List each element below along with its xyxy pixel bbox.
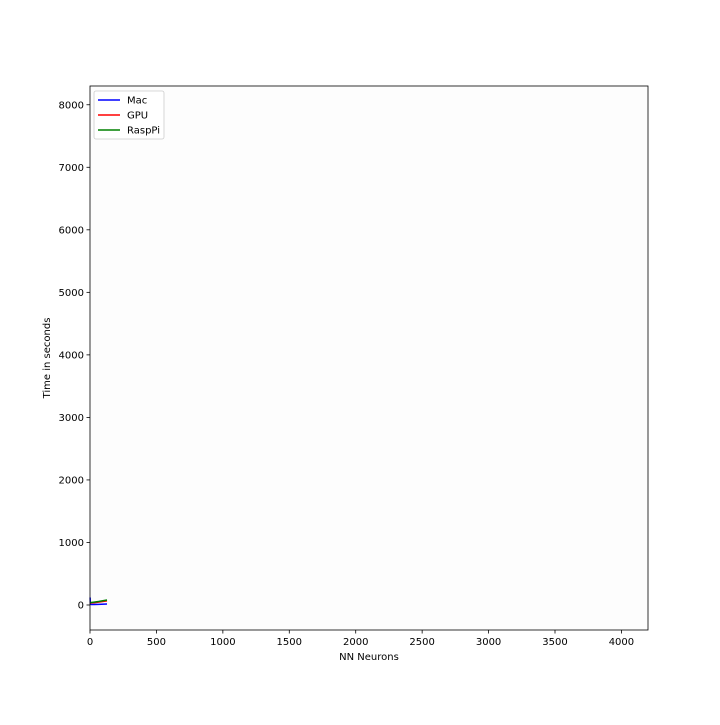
ticks-layer: 0 500 1000 1500 2000 2500 3000 3500 4000 0 1000 200… xyxy=(59,100,635,648)
x-tick-label: 1000 xyxy=(210,637,235,648)
legend-label-raspi: RaspPi xyxy=(127,126,160,137)
y-tick-label: 5000 xyxy=(59,288,84,299)
y-tick-label: 4000 xyxy=(59,350,84,361)
y-tick-label: 1000 xyxy=(59,538,84,549)
x-tick-label: 3500 xyxy=(542,637,567,648)
x-axis-label: NN Neurons xyxy=(339,652,399,663)
y-axis-label: Time in seconds xyxy=(42,318,53,400)
x-tick-label: 500 xyxy=(147,637,166,648)
y-tick-label: 3000 xyxy=(59,413,84,424)
x-tick-label: 0 xyxy=(87,637,93,648)
legend-label-mac: Mac xyxy=(127,96,147,107)
y-tick-label: 8000 xyxy=(59,100,84,111)
legend: Mac GPU RaspPi xyxy=(93,90,165,140)
y-tick-label: 2000 xyxy=(59,475,84,486)
x-tick-label: 4000 xyxy=(609,637,634,648)
y-tick-label: 7000 xyxy=(59,163,84,174)
y-tick-label: 0 xyxy=(78,600,84,611)
plot-frame xyxy=(89,85,649,631)
legend-label-gpu: GPU xyxy=(127,111,148,122)
plot-area xyxy=(90,86,648,630)
x-tick-label: 1500 xyxy=(277,637,302,648)
x-tick-label: 3000 xyxy=(476,637,501,648)
legend-box xyxy=(93,90,165,140)
y-tick-label: 6000 xyxy=(59,225,84,236)
x-tick-label: 2500 xyxy=(409,637,434,648)
x-tick-label: 2000 xyxy=(343,637,368,648)
